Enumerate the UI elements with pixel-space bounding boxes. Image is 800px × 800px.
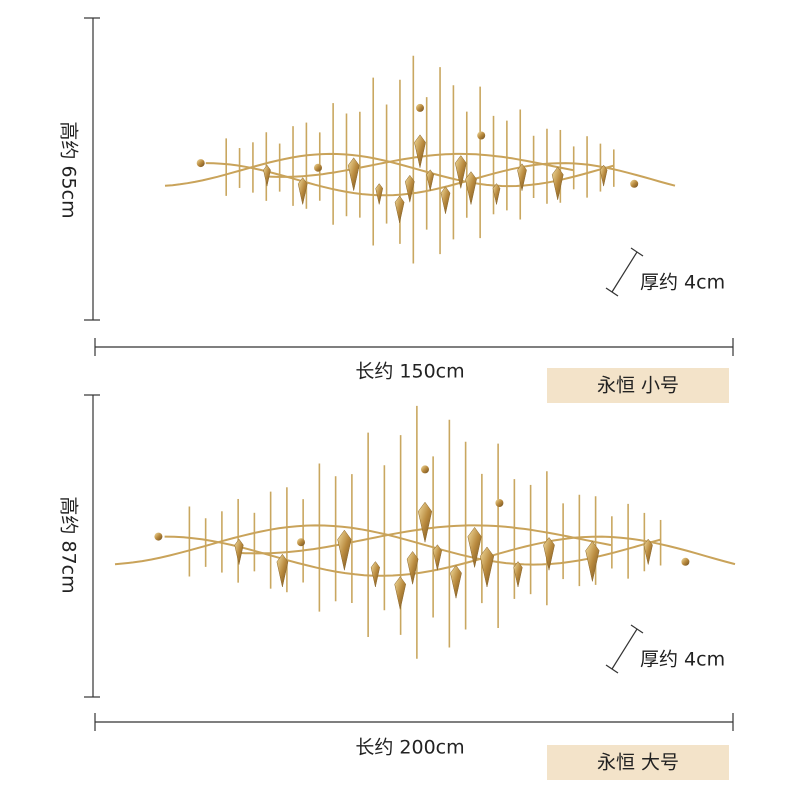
height-dimension — [84, 394, 100, 698]
crystal — [543, 537, 555, 571]
bead — [495, 499, 504, 507]
thickness-label: 厚约 4cm — [640, 272, 725, 294]
thickness-dimension — [605, 624, 644, 674]
crystal — [479, 546, 495, 588]
sculpture-small — [164, 55, 676, 264]
crystal — [297, 177, 308, 205]
height-label: 高约 65cm — [58, 121, 80, 218]
crystal — [432, 544, 442, 571]
bead — [416, 103, 424, 112]
badge-label: 永恒 大号 — [597, 752, 679, 774]
bead — [681, 557, 690, 566]
crystal — [347, 157, 360, 191]
crystal — [375, 183, 384, 205]
bead — [477, 131, 486, 140]
crystal — [517, 163, 527, 191]
height-label: 高约 87cm — [58, 496, 80, 593]
crystal — [337, 529, 352, 571]
length-dimension — [94, 713, 734, 731]
bead — [421, 465, 429, 474]
wire — [164, 535, 736, 577]
crystal — [414, 134, 426, 168]
badge-label: 永恒 小号 — [597, 375, 679, 397]
crystal — [454, 155, 467, 189]
bead — [196, 159, 205, 168]
crystal — [492, 183, 501, 205]
crystal — [599, 164, 608, 187]
bead — [154, 532, 163, 541]
crystal — [585, 540, 600, 582]
thickness-label: 厚约 4cm — [640, 649, 725, 671]
bead — [297, 538, 305, 547]
crystal — [406, 551, 419, 585]
crystal — [450, 565, 462, 599]
size-badge — [547, 368, 729, 403]
crystal — [440, 186, 451, 214]
bead — [630, 179, 639, 188]
bead — [314, 163, 322, 172]
crystal — [467, 526, 482, 568]
crystal — [465, 171, 477, 205]
length-label: 长约 150cm — [355, 361, 464, 383]
thickness-dimension — [605, 247, 644, 297]
length-label: 长约 200cm — [355, 737, 464, 759]
crystal — [643, 538, 653, 565]
crystal — [394, 576, 407, 610]
crystal — [417, 501, 433, 543]
crystal — [404, 174, 415, 203]
crystal — [426, 169, 435, 191]
crystal — [513, 561, 523, 588]
crystal — [276, 553, 289, 588]
crystal — [263, 164, 271, 187]
height-dimension — [84, 17, 100, 321]
crystal — [234, 538, 244, 565]
crystal — [394, 195, 405, 223]
length-dimension — [94, 338, 734, 356]
sculpture-large — [114, 405, 736, 659]
crystal — [370, 561, 380, 588]
crystal — [551, 166, 564, 200]
size-badge — [547, 745, 729, 780]
